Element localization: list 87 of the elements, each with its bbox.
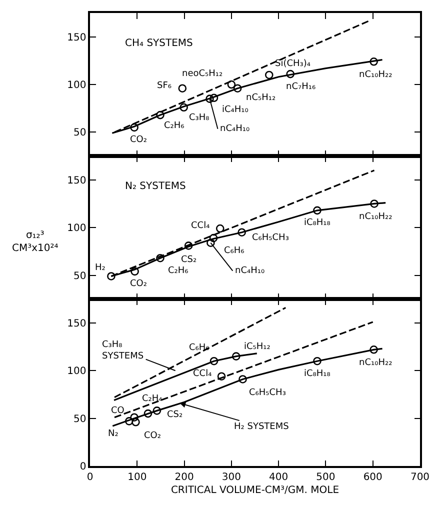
y-tick-label: 100	[67, 80, 86, 92]
annotation: nC₄H₁₀	[235, 266, 265, 276]
point	[370, 57, 378, 66]
point	[227, 80, 236, 89]
y-tick-label: 100	[67, 366, 86, 378]
point	[206, 238, 215, 247]
point	[130, 413, 138, 422]
annotation: C₆H₅CH₃	[249, 388, 286, 398]
x-tick-label: 700	[410, 472, 430, 483]
x-tick-label: 500	[316, 472, 336, 483]
x-tick-label: 0	[86, 472, 94, 483]
point	[107, 272, 116, 280]
y-tick-label: 0	[80, 461, 86, 472]
point	[313, 206, 322, 215]
annotation: C₃H₈	[189, 113, 210, 123]
annotation: iC₄H₁₀	[222, 105, 249, 115]
x-tick-label: 600	[363, 472, 382, 483]
annotation: iC₈H₁₈	[304, 369, 331, 379]
annotation: iC₈H₁₈	[304, 218, 331, 228]
point	[180, 103, 188, 112]
point	[206, 94, 214, 103]
annotation: iC₅H₁₂	[244, 342, 271, 352]
y-tick-label: 150	[67, 318, 86, 330]
point	[124, 417, 134, 426]
point	[178, 84, 187, 92]
y-tick-label: 50	[74, 414, 86, 425]
annotation: C₂H₆	[164, 121, 185, 131]
annotation: SF₆	[157, 81, 172, 91]
point	[264, 70, 274, 80]
point	[130, 267, 139, 276]
annotation: H₂ SYSTEMS	[234, 422, 290, 432]
x-tick-label: 400	[269, 472, 288, 483]
annotation: CO₂	[144, 431, 162, 441]
y-tick-label: 150	[67, 32, 86, 44]
point	[217, 372, 226, 380]
annotation: nC₁₀H₂₂	[359, 212, 393, 222]
y-axis-title: σ₁₂³ CM³x10²⁴	[12, 230, 58, 254]
point	[232, 352, 240, 360]
annotation: nC₅H₁₂	[246, 93, 276, 103]
y-tick-label: 50	[74, 270, 86, 282]
annotation: CCl₄	[191, 221, 210, 231]
point	[238, 228, 246, 236]
annotation: C₃H₈ SYSTEMS	[102, 340, 144, 362]
point	[210, 94, 218, 102]
point	[216, 224, 224, 233]
annotation: C₂H₆	[168, 266, 189, 276]
annotation: C₆H₅CH₃	[252, 233, 290, 243]
annotation: CO₂	[130, 135, 148, 145]
annotation: nC₁₀H₂₂	[359, 70, 393, 80]
point	[156, 110, 164, 120]
point	[370, 346, 378, 354]
annotation: nC₁₀H₂₂	[359, 358, 393, 368]
point	[209, 234, 218, 242]
annotation: Si(CH₃)₄	[275, 59, 311, 69]
annotation: C₆H₆	[224, 246, 245, 256]
point	[130, 123, 138, 132]
point	[184, 242, 193, 250]
point	[132, 418, 140, 426]
point	[233, 84, 242, 92]
annotation: CCl₄	[193, 369, 212, 379]
annotation: N₂ SYSTEMS	[125, 181, 186, 192]
annotation: N₂	[108, 429, 119, 439]
annotation: neoC₅H₁₂	[182, 69, 224, 79]
annotation: CO	[111, 406, 124, 416]
x-axis-title: CRITICAL VOLUME-CM³/GM. MOLE	[170, 484, 340, 496]
y-tick-label: 50	[74, 128, 86, 139]
x-tick-label: 200	[174, 472, 194, 483]
point	[156, 254, 164, 262]
point	[238, 375, 247, 384]
y-tick-label: 100	[67, 223, 86, 234]
point	[313, 356, 322, 366]
annotation: nC₇H₁₆	[286, 82, 316, 92]
annotation: CH₄ SYSTEMS	[125, 38, 193, 49]
annotation: H₂	[95, 263, 106, 273]
point	[144, 409, 152, 418]
annotation: CS₂	[181, 255, 197, 265]
point	[370, 200, 378, 208]
y-tick-label: 150	[67, 175, 86, 186]
x-tick-label: 300	[222, 472, 241, 483]
point	[210, 356, 218, 366]
annotation: CS₂	[167, 410, 183, 420]
x-tick-label: 100	[128, 472, 147, 483]
annotation: C₂H₄	[142, 394, 163, 404]
point	[152, 406, 162, 415]
annotation: CO₂	[130, 279, 148, 289]
annotation: nC₄H₁₀	[220, 124, 250, 134]
point	[286, 70, 295, 78]
